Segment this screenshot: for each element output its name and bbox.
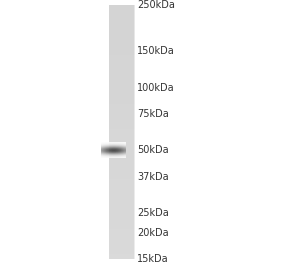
Text: 100kDa: 100kDa: [137, 83, 175, 93]
Text: 150kDa: 150kDa: [137, 46, 175, 56]
Text: 15kDa: 15kDa: [137, 254, 169, 264]
Text: 75kDa: 75kDa: [137, 109, 169, 119]
Text: 25kDa: 25kDa: [137, 208, 169, 218]
Text: 250kDa: 250kDa: [137, 0, 175, 10]
Text: 20kDa: 20kDa: [137, 228, 169, 238]
Bar: [109, 5, 134, 259]
Text: 50kDa: 50kDa: [137, 145, 169, 155]
Text: 37kDa: 37kDa: [137, 172, 169, 182]
